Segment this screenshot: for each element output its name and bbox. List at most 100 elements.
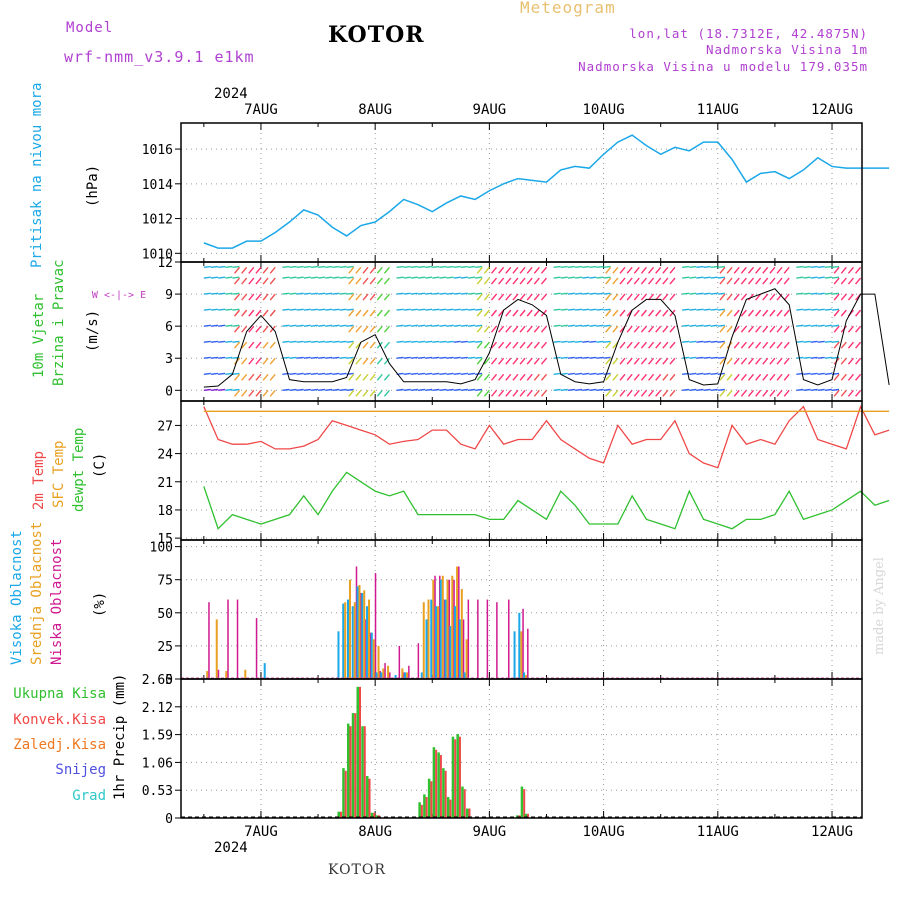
wind-arrow: [425, 372, 433, 375]
wind-arrow: [655, 309, 662, 317]
wind-arrow: [490, 325, 498, 333]
y-tick-label: 100: [150, 541, 173, 556]
day-label-bottom: 10AUG: [583, 824, 625, 840]
wind-arrow: [574, 276, 583, 279]
wind-arrow: [840, 309, 847, 317]
wind-arrow: [203, 340, 211, 343]
wind-arrow: [803, 388, 811, 392]
wind-arrow: [817, 324, 825, 327]
wind-arrow: [567, 276, 575, 279]
wind-arrow: [210, 292, 219, 295]
wind-arrow: [339, 292, 347, 295]
wind-arrow: [582, 265, 590, 269]
wind-arrow: [669, 373, 676, 381]
mid-cloud-bar: [206, 671, 209, 679]
wind-arrow: [439, 276, 447, 279]
wind-arrow: [483, 277, 490, 285]
wind-arrow: [383, 373, 390, 381]
model-name: wrf-nmm_v3.9.1 e1km: [64, 48, 255, 66]
total-precip-bar: [375, 815, 379, 818]
wind-arrow: [755, 277, 762, 285]
wind-arrow: [762, 277, 769, 285]
wind-arrow: [310, 388, 318, 392]
wind-arrow: [776, 373, 783, 381]
wind-arrow: [567, 372, 575, 375]
wind-arrow: [689, 356, 697, 359]
conv-precip-bar: [458, 736, 461, 818]
wind-arrow: [460, 340, 468, 343]
total-precip-bar: [366, 776, 369, 818]
conv-precip-bar: [373, 812, 376, 818]
wind-arrow: [740, 325, 747, 333]
wind-arrow: [710, 276, 718, 279]
high-cloud-bar: [444, 599, 447, 679]
wind-arrow: [596, 276, 604, 279]
wind-arrow: [831, 292, 840, 295]
wind-arrow: [582, 372, 590, 375]
wind-arrow: [669, 389, 676, 397]
wind-arrow: [626, 325, 633, 333]
wind-arrow: [339, 388, 347, 392]
wind-arrow: [317, 276, 326, 279]
mid-cloud-bar: [441, 575, 444, 679]
wind-arrow: [605, 309, 612, 317]
wind-arrow: [346, 340, 354, 343]
wind-arrow: [810, 388, 818, 392]
wind-arrow: [662, 357, 669, 365]
wind-arrow: [603, 388, 611, 392]
wind-arrow: [696, 388, 704, 392]
wind-arrow: [225, 265, 233, 269]
wind-arrow: [824, 388, 832, 392]
total-precip-bar: [423, 794, 426, 818]
low-cloud-bar: [458, 566, 460, 679]
wind-arrow: [582, 388, 590, 392]
wind-arrow: [303, 388, 311, 392]
wind-arrow: [218, 372, 226, 375]
y-tick-label: 1.06: [142, 756, 173, 771]
wind-arrow: [783, 293, 790, 301]
wind-arrow: [232, 340, 240, 343]
wind-arrow: [553, 276, 561, 279]
wind-arrow: [289, 308, 297, 311]
mid-cloud-bar: [446, 579, 449, 679]
wind-arrow: [847, 293, 854, 301]
wind-arrow: [262, 293, 269, 301]
wind-arrow: [383, 325, 390, 333]
wind-arrow: [210, 372, 219, 375]
precip-frame: [180, 678, 863, 819]
precip-unit-label: 1hr Precip (mm): [112, 674, 128, 800]
wind-arrow: [817, 356, 825, 359]
wind-arrow: [669, 266, 676, 274]
wind-arrow: [232, 324, 240, 327]
high-cloud-bar: [370, 632, 373, 679]
conv-precip-bar: [449, 799, 452, 818]
wind-arrow: [703, 276, 711, 279]
wind-arrow: [348, 309, 355, 317]
wind-arrow: [603, 292, 611, 295]
precip-legend-item: Konvek.Kisa: [13, 712, 106, 728]
wind-arrow: [533, 357, 540, 365]
wind-arrow: [296, 324, 304, 327]
wind-arrow: [369, 341, 376, 349]
day-label-bottom: 8AUG: [358, 824, 392, 840]
credit-label: made by Angel: [872, 557, 887, 655]
wind-arrow: [626, 277, 633, 285]
wind-arrow: [831, 356, 840, 359]
wind-arrow: [332, 276, 340, 279]
wind-arrow: [589, 388, 597, 392]
wind-arrow: [403, 292, 411, 295]
wind-arrow: [796, 265, 804, 269]
wind-arrow: [696, 265, 704, 269]
conv-precip-bar: [526, 813, 529, 818]
wind-arrow: [460, 308, 468, 311]
wind-arrow: [467, 276, 476, 279]
wind-arrow: [310, 340, 318, 343]
wind-arrow: [755, 325, 762, 333]
wind-arrow: [505, 309, 512, 317]
wind-arrow: [346, 356, 354, 359]
wind-arrow: [567, 292, 575, 295]
conv-precip-bar: [363, 726, 366, 818]
wind-arrow: [233, 389, 241, 397]
wind-arrow: [769, 389, 776, 397]
wind-arrow: [740, 309, 747, 317]
